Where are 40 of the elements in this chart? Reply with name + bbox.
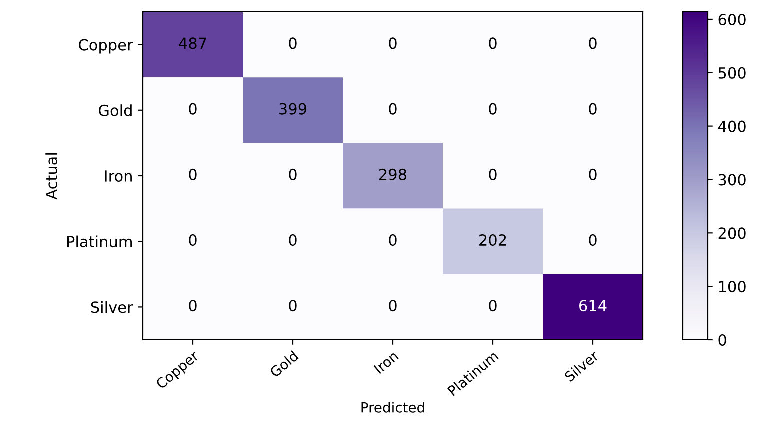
data-label: 0 xyxy=(489,300,497,312)
data-label: 0 xyxy=(289,300,297,312)
data-label: 0 xyxy=(189,300,197,312)
data-label: 0 xyxy=(589,103,597,115)
data-label: 399 xyxy=(280,103,307,115)
y-tick-label: Platinum xyxy=(67,236,132,248)
data-label: 202 xyxy=(480,234,506,246)
data-label: 487 xyxy=(179,38,206,50)
data-label: 0 xyxy=(589,38,597,50)
data-label: 0 xyxy=(289,234,297,246)
y-axis-title: Actual xyxy=(46,154,58,200)
data-label: 0 xyxy=(289,168,297,180)
data-label: 0 xyxy=(589,234,597,246)
color-bar-label: 300 xyxy=(718,174,746,186)
color-bar-label: 500 xyxy=(718,67,746,79)
data-label: 614 xyxy=(579,300,607,312)
y-tick-label: Gold xyxy=(99,104,132,116)
color-bar-label: 0 xyxy=(718,334,726,346)
data-label: 0 xyxy=(189,103,197,115)
x-tick-label: Iron xyxy=(374,350,400,374)
data-label: 0 xyxy=(389,38,397,50)
data-label: 0 xyxy=(489,38,497,50)
data-label: 0 xyxy=(489,168,497,180)
color-bar-label: 200 xyxy=(718,228,746,240)
color-bar-label: 600 xyxy=(718,14,746,26)
y-tick-label: Copper xyxy=(79,39,134,54)
data-label: 0 xyxy=(389,103,397,115)
y-tick-label: Silver xyxy=(91,301,134,314)
x-axis-title: Predicted xyxy=(362,402,424,413)
data-label: 0 xyxy=(289,38,297,50)
y-tick-label: Iron xyxy=(105,170,132,182)
color-bar-label: 100 xyxy=(719,281,746,293)
data-label: 0 xyxy=(389,234,397,246)
data-label: 0 xyxy=(589,168,597,180)
data-label: 0 xyxy=(189,168,197,180)
color-bar-label: 400 xyxy=(718,120,746,132)
data-label: 0 xyxy=(389,300,397,312)
data-label: 0 xyxy=(489,103,497,115)
data-label: 298 xyxy=(380,168,407,180)
data-label: 0 xyxy=(189,234,197,246)
